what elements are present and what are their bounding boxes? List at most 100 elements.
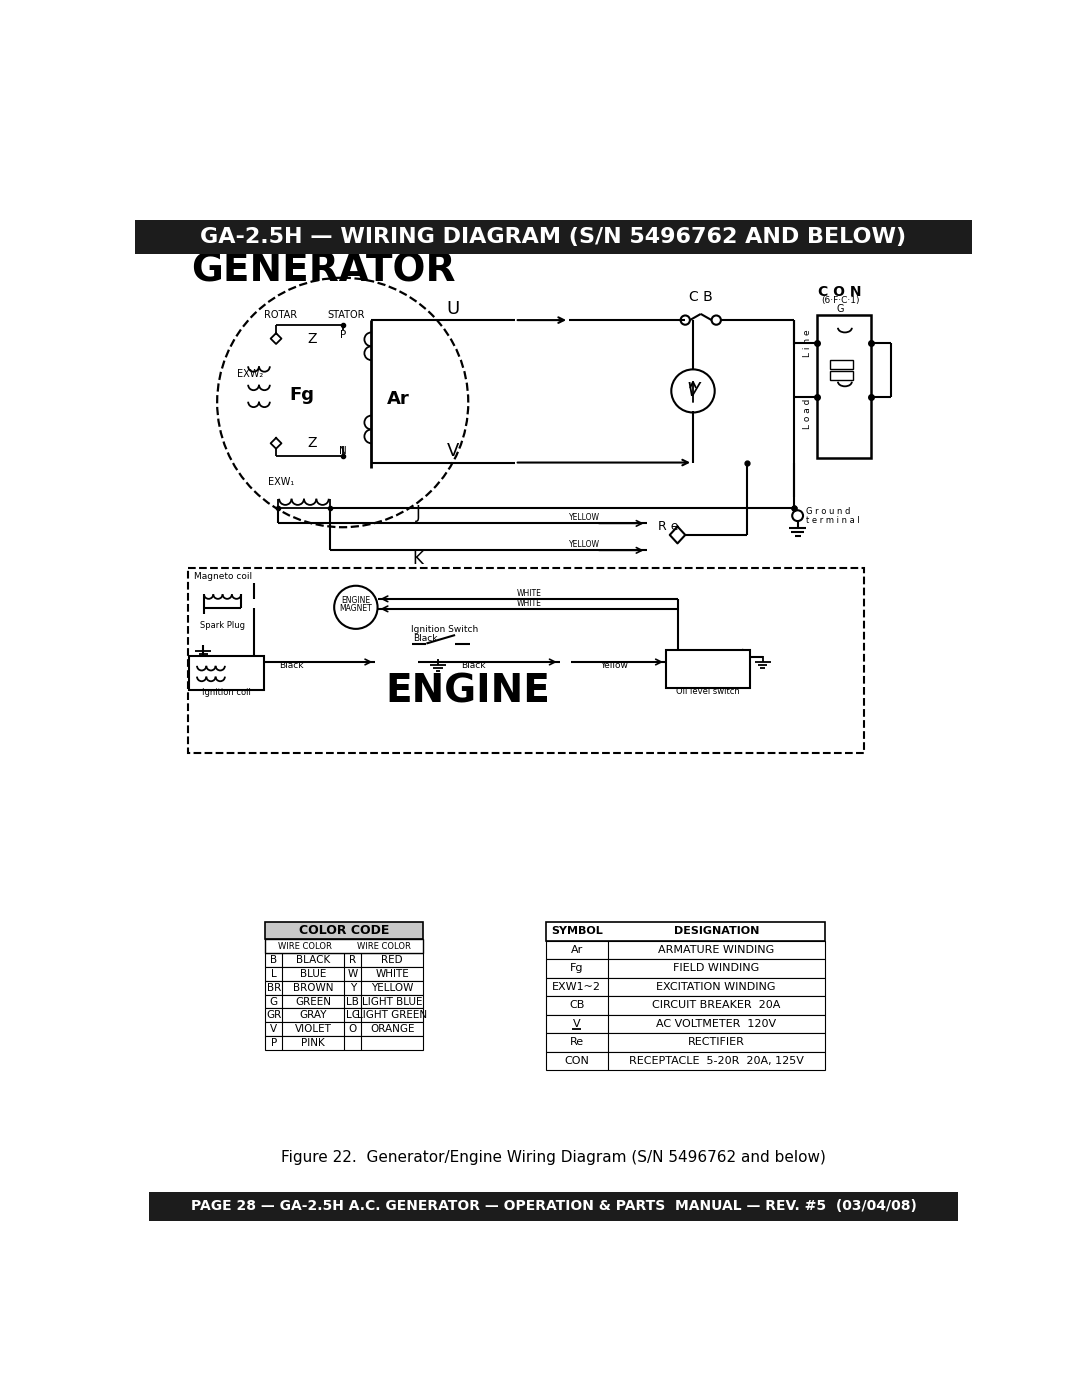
Text: L i n e: L i n e xyxy=(804,330,812,358)
Text: GA-2.5H — WIRING DIAGRAM (S/N 5496762 AND BELOW): GA-2.5H — WIRING DIAGRAM (S/N 5496762 AN… xyxy=(201,226,906,247)
Bar xyxy=(266,995,423,1009)
Text: N: N xyxy=(339,446,347,455)
Text: C B: C B xyxy=(689,291,713,305)
Bar xyxy=(266,1009,423,1023)
Text: LB: LB xyxy=(347,996,360,1007)
Text: Z: Z xyxy=(307,436,316,450)
Text: AC VOLTMETER  120V: AC VOLTMETER 120V xyxy=(657,1018,777,1028)
Text: CB: CB xyxy=(569,1000,584,1010)
Text: YELLOW: YELLOW xyxy=(569,513,600,521)
Text: P: P xyxy=(271,1038,276,1048)
Text: Y: Y xyxy=(350,982,356,993)
Text: RED: RED xyxy=(381,956,403,965)
Bar xyxy=(188,569,864,753)
Bar xyxy=(545,1052,825,1070)
Text: Black: Black xyxy=(280,661,303,669)
Text: P: P xyxy=(339,331,346,341)
Text: L: L xyxy=(271,970,276,979)
Text: Fg: Fg xyxy=(289,386,314,404)
Bar xyxy=(135,219,972,254)
Bar xyxy=(266,953,423,967)
Text: WIRE COLOR: WIRE COLOR xyxy=(278,942,332,950)
Bar xyxy=(545,922,825,940)
Text: STATOR: STATOR xyxy=(327,310,365,320)
Text: EXW₂: EXW₂ xyxy=(237,369,262,379)
Text: Oil level switch: Oil level switch xyxy=(676,687,740,696)
Bar xyxy=(266,1037,423,1051)
Text: COLOR CODE: COLOR CODE xyxy=(299,925,390,937)
Text: L o a d: L o a d xyxy=(804,400,812,429)
Text: R e: R e xyxy=(658,520,678,534)
Bar xyxy=(266,1023,423,1037)
Text: EXW₁: EXW₁ xyxy=(268,476,294,486)
Text: W: W xyxy=(348,970,357,979)
Bar xyxy=(831,360,853,369)
Text: ORANGE: ORANGE xyxy=(370,1024,415,1034)
Text: VIOLET: VIOLET xyxy=(295,1024,332,1034)
Text: FIELD WINDING: FIELD WINDING xyxy=(673,964,759,974)
Text: ENGINE: ENGINE xyxy=(386,672,551,710)
Bar xyxy=(149,1192,958,1221)
Text: EXW1~2: EXW1~2 xyxy=(552,982,602,992)
Text: PINK: PINK xyxy=(301,1038,325,1048)
Text: LIGHT GREEN: LIGHT GREEN xyxy=(357,1010,428,1020)
Text: (6·F·C·1): (6·F·C·1) xyxy=(821,296,860,306)
Text: GR: GR xyxy=(266,1010,282,1020)
Text: Ignition Switch: Ignition Switch xyxy=(411,624,478,634)
Text: Magneto coil: Magneto coil xyxy=(193,571,252,581)
Bar xyxy=(266,922,423,939)
Text: CON: CON xyxy=(565,1056,590,1066)
Text: WIRE COLOR: WIRE COLOR xyxy=(356,942,410,950)
Text: K: K xyxy=(413,550,423,567)
Text: J: J xyxy=(416,503,420,521)
Bar xyxy=(266,939,423,953)
Bar xyxy=(545,1034,825,1052)
Text: Fg: Fg xyxy=(570,964,583,974)
Text: SYMBOL: SYMBOL xyxy=(551,926,603,936)
Bar xyxy=(545,978,825,996)
Text: G: G xyxy=(837,303,843,313)
Text: RECTIFIER: RECTIFIER xyxy=(688,1038,745,1048)
Text: V: V xyxy=(686,381,700,401)
Bar xyxy=(189,655,264,690)
Bar xyxy=(545,996,825,1014)
Text: R: R xyxy=(349,956,356,965)
Text: V: V xyxy=(446,441,459,460)
Text: Figure 22.  Generator/Engine Wiring Diagram (S/N 5496762 and below): Figure 22. Generator/Engine Wiring Diagr… xyxy=(281,1150,826,1165)
Bar xyxy=(266,967,423,981)
Text: Ignition coil: Ignition coil xyxy=(202,689,251,697)
Text: BR: BR xyxy=(267,982,281,993)
Text: WHITE: WHITE xyxy=(516,599,541,608)
Text: GRAY: GRAY xyxy=(299,1010,327,1020)
Text: U: U xyxy=(446,299,459,317)
Text: Ar: Ar xyxy=(387,390,410,408)
Text: CIRCUIT BREAKER  20A: CIRCUIT BREAKER 20A xyxy=(652,1000,781,1010)
Text: t e r m i n a l: t e r m i n a l xyxy=(806,515,860,525)
Text: Yellow: Yellow xyxy=(600,661,627,669)
Bar xyxy=(266,981,423,995)
Text: YELLOW: YELLOW xyxy=(372,982,414,993)
Text: ROTAR: ROTAR xyxy=(265,310,297,320)
Text: O: O xyxy=(349,1024,356,1034)
Text: BLUE: BLUE xyxy=(300,970,326,979)
Text: Black: Black xyxy=(414,634,437,643)
Bar xyxy=(545,960,825,978)
Text: V: V xyxy=(270,1024,278,1034)
Text: ARMATURE WINDING: ARMATURE WINDING xyxy=(658,944,774,956)
Text: DESIGNATION: DESIGNATION xyxy=(674,926,759,936)
Text: GREEN: GREEN xyxy=(295,996,332,1007)
Text: B: B xyxy=(270,956,278,965)
Text: RECEPTACLE  5-20R  20A, 125V: RECEPTACLE 5-20R 20A, 125V xyxy=(629,1056,804,1066)
Text: PAGE 28 — GA-2.5H A.C. GENERATOR — OPERATION & PARTS  MANUAL — REV. #5  (03/04/0: PAGE 28 — GA-2.5H A.C. GENERATOR — OPERA… xyxy=(190,1200,917,1214)
Text: MAGNET: MAGNET xyxy=(339,605,373,613)
Text: WHITE: WHITE xyxy=(376,970,409,979)
Text: Spark Plug: Spark Plug xyxy=(200,622,245,630)
Text: Ar: Ar xyxy=(570,944,583,956)
Text: YELLOW: YELLOW xyxy=(569,539,600,549)
Text: GENERATOR: GENERATOR xyxy=(191,251,456,289)
Bar xyxy=(545,1014,825,1034)
Text: EXCITATION WINDING: EXCITATION WINDING xyxy=(657,982,777,992)
Text: BROWN: BROWN xyxy=(293,982,334,993)
Text: G: G xyxy=(270,996,278,1007)
Bar xyxy=(816,316,872,458)
